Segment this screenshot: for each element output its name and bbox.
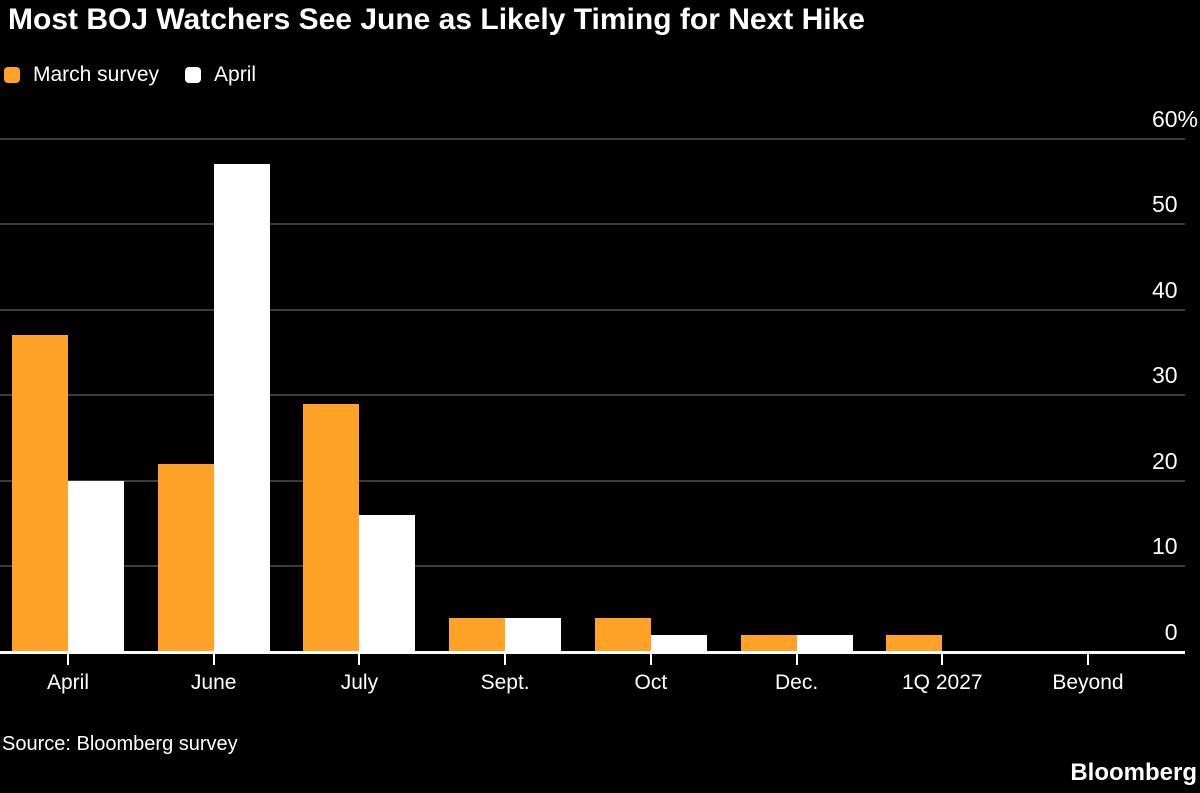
bar-april-april [68,480,124,653]
x-label-june: June [190,671,237,694]
x-label-april: April [46,671,89,694]
gridline-30 [0,394,1185,397]
bar-april-sept [505,617,562,653]
bar-march-july [303,403,360,653]
y-axis-label-value: 60 [1151,105,1178,132]
bar-april-dec [796,634,853,653]
bar-march-sept [449,617,506,653]
y-axis-label-value: 20 [1151,447,1178,474]
x-tick-oct [649,652,652,665]
bar-march-1q2027 [886,634,943,653]
x-tick-dec [795,652,798,665]
gridline-20 [0,479,1185,482]
gridline-60 [0,137,1185,140]
y-axis-label-50: 50% [1152,190,1198,218]
x-label-oct: Oct [634,671,668,694]
x-tick-beyond [1086,652,1089,665]
bar-march-dec [740,634,797,653]
y-axis-label-60: 60% [1152,105,1198,133]
bar-april-july [359,515,416,653]
legend-label-march: March survey [33,63,160,86]
x-axis-line [0,651,1185,654]
bar-march-june [157,463,214,653]
y-axis-label-value: 10 [1151,533,1178,560]
y-axis-label-value: 40 [1151,276,1178,303]
x-tick-sept [504,652,507,665]
x-label-dec: Dec. [774,671,819,694]
legend-item-april: April [185,63,256,87]
gridline-10 [0,565,1185,568]
y-axis-label-value: 50 [1151,191,1178,218]
x-label-beyond: Beyond [1052,671,1124,694]
chart-title: Most BOJ Watchers See June as Likely Tim… [8,3,865,36]
y-axis-label-value: 0 [1164,619,1178,645]
legend-swatch-april [185,67,202,83]
bloomberg-logo: Bloomberg [1070,759,1197,786]
legend-item-march: March survey [4,63,159,87]
x-label-1q2027: 1Q 2027 [901,671,983,694]
gridline-40 [0,308,1185,311]
percent-suffix: % [1177,105,1198,132]
x-tick-july [358,652,361,665]
bar-april-oct [650,634,707,653]
bar-march-april [12,335,68,653]
y-axis-label-0: 0% [1165,618,1198,646]
legend-swatch-march [4,67,20,83]
chart-legend: March survey April [4,63,282,87]
x-tick-1q2027 [941,652,944,665]
x-tick-june [212,652,215,665]
legend-label-april: April [214,63,257,86]
source-attribution: Source: Bloomberg survey [2,733,238,755]
y-axis-label-40: 40% [1152,276,1198,304]
y-axis-label-30: 30% [1152,361,1198,389]
x-tick-april [67,652,69,665]
x-label-july: July [340,671,379,694]
bar-april-june [213,164,270,653]
y-axis-label-10: 10% [1152,532,1198,560]
y-axis-label-value: 30 [1151,362,1178,389]
bar-march-oct [594,617,651,653]
gridline-50 [0,223,1185,226]
y-axis-label-20: 20% [1152,447,1198,475]
x-label-sept: Sept. [480,671,530,694]
